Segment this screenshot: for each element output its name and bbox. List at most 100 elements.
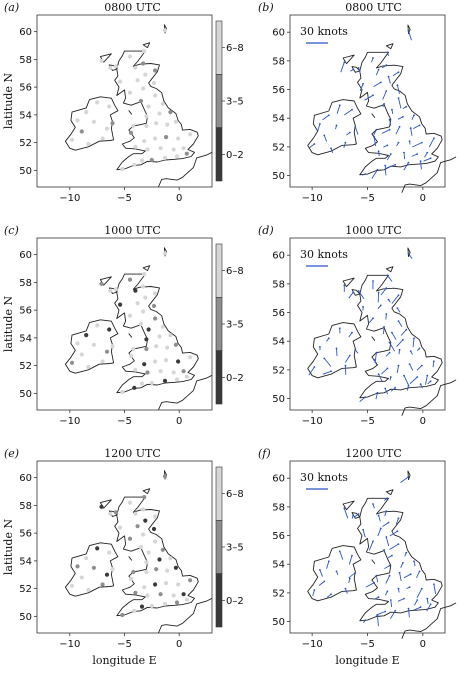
panel-title: 0800 UTC — [104, 1, 161, 14]
station-cloud-marker — [164, 581, 169, 586]
wind-arrow-origin — [386, 274, 389, 277]
wind-arrow-origin — [397, 294, 400, 297]
x-tick-label: −5 — [117, 639, 132, 650]
station-cloud-marker — [149, 380, 154, 386]
y-tick-label: 54 — [19, 333, 32, 344]
station-cloud-marker — [91, 342, 96, 347]
right-france-coastline — [401, 602, 457, 639]
wind-arrow — [397, 116, 404, 120]
station-cloud-marker — [141, 284, 146, 289]
x-tick-label: 0 — [420, 416, 426, 427]
panel-right-row-0: 30 knots 0800 UTC (b) 60 58 56 54 52 50 −10 −5 0 — [258, 1, 457, 204]
station-cloud-marker — [133, 511, 138, 516]
left-island-coastline — [128, 333, 133, 338]
right-ireland-coastline — [307, 99, 362, 156]
station-cloud-marker — [108, 288, 113, 293]
wind-arrow-origin — [362, 528, 364, 531]
wind-arrow — [323, 358, 332, 367]
station-cloud-marker — [110, 121, 115, 126]
wind-arrow-origin — [419, 606, 422, 609]
station-cloud-marker — [142, 495, 147, 500]
panel-label: (f) — [258, 447, 271, 460]
wind-arrow-origin — [391, 554, 393, 557]
wind-arrow — [377, 615, 379, 627]
wind-arrow — [348, 332, 353, 338]
wind-arrow-origin — [338, 550, 341, 553]
station-cloud-marker — [153, 291, 158, 296]
wind-arrow-origin — [397, 587, 400, 590]
wind-arrow — [396, 85, 400, 94]
wind-arrow — [424, 152, 428, 158]
station-cloud-marker — [165, 345, 170, 350]
panel-title: 0800 UTC — [345, 1, 402, 14]
station-cloud-marker — [141, 532, 146, 537]
wind-arrow — [375, 69, 380, 76]
station-cloud-marker — [154, 344, 159, 349]
wind-arrow — [343, 142, 346, 149]
wind-arrow-origin — [389, 153, 392, 155]
station-cloud-marker — [184, 151, 189, 156]
legend-swatch — [215, 297, 223, 351]
right-ireland-coastline — [307, 322, 362, 379]
wind-arrow-origin — [409, 350, 412, 353]
station-cloud-marker — [108, 65, 113, 70]
station-cloud-marker — [171, 593, 176, 598]
station-cloud-marker — [132, 608, 137, 613]
wind-arrow — [433, 584, 437, 595]
y-tick-label: 50 — [19, 612, 32, 623]
wind-arrow-origin — [407, 161, 410, 164]
station-cloud-marker — [145, 593, 150, 598]
wind-arrow-origin — [352, 514, 354, 517]
station-cloud-marker — [162, 378, 168, 383]
station-cloud-marker — [181, 146, 186, 151]
station-cloud-marker — [188, 132, 193, 137]
wind-arrow — [390, 599, 393, 608]
y-tick-label: 58 — [19, 501, 32, 512]
station-cloud-marker — [144, 346, 149, 352]
wind-arrow — [403, 162, 409, 171]
wind-arrow-origin — [327, 114, 330, 117]
right-island-coastline — [371, 559, 376, 564]
y-tick-label: 52 — [272, 142, 285, 153]
x-tick-label: −5 — [117, 416, 132, 427]
station-cloud-marker — [86, 364, 91, 370]
y-tick-label: 50 — [272, 394, 285, 405]
station-cloud-marker — [99, 281, 104, 286]
station-cloud-marker — [132, 385, 137, 390]
plot-frame — [289, 460, 446, 634]
wind-arrow — [428, 138, 435, 148]
wind-arrow-origin — [344, 364, 347, 367]
x-tick-label: 0 — [176, 193, 182, 204]
station-cloud-marker — [120, 389, 125, 395]
x-tick-label: −5 — [360, 639, 375, 650]
wind-arrow — [359, 396, 366, 402]
station-cloud-marker — [127, 313, 133, 318]
plot-frame — [289, 237, 446, 411]
wind-arrow — [384, 565, 390, 569]
station-cloud-marker — [151, 80, 157, 86]
y-tick-label: 50 — [272, 617, 285, 628]
panel-label: (e) — [4, 447, 19, 460]
wind-arrow-origin — [364, 173, 367, 176]
legend-label: 0–2 — [226, 596, 244, 607]
wind-arrow — [400, 476, 409, 483]
station-cloud-marker — [168, 556, 173, 561]
wind-arrow-origin — [338, 327, 341, 330]
station-cloud-marker — [132, 162, 137, 167]
wind-arrow-origin — [397, 71, 400, 74]
wind-arrow-origin — [408, 586, 411, 588]
wind-arrow — [400, 329, 407, 336]
station-cloud-marker — [138, 98, 143, 104]
y-tick-label: 50 — [19, 166, 32, 177]
y-tick-label: 60 — [19, 473, 32, 484]
wind-arrow-origin — [383, 103, 385, 105]
y-axis-label: latitude N — [2, 519, 15, 576]
station-cloud-marker — [153, 359, 158, 364]
wind-arrow-origin — [398, 125, 401, 128]
wind-arrow-origin — [343, 284, 346, 287]
wind-arrow — [375, 575, 379, 583]
wind-arrow-origin — [372, 503, 374, 505]
station-cloud-marker — [171, 147, 176, 152]
wind-arrow — [425, 375, 428, 385]
wind-arrow — [326, 561, 330, 569]
